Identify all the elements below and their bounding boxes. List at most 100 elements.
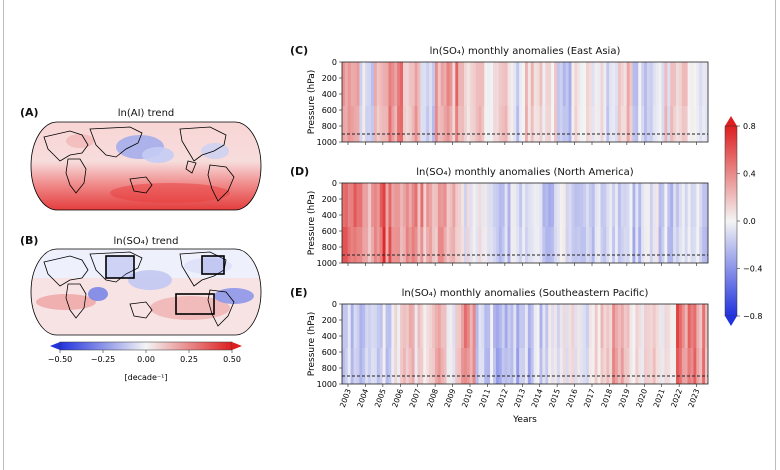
- heatmap-column: [498, 304, 503, 384]
- heatmap-cell: [461, 106, 465, 142]
- heatmap-column: [705, 304, 709, 384]
- heatmap-cell: [600, 106, 604, 142]
- heatmap-column: [350, 304, 355, 384]
- heatmap-cell: [670, 348, 674, 384]
- heatmap-cell: [594, 348, 599, 384]
- heatmap-column: [420, 62, 424, 142]
- heatmap-column: [353, 183, 357, 263]
- heatmap-column: [676, 304, 680, 384]
- heatmap-column: [490, 183, 494, 263]
- heatmap-column: [568, 304, 572, 384]
- heatmap-column: [626, 304, 630, 384]
- heatmap-column: [649, 304, 654, 384]
- heatmap-column: [635, 62, 639, 142]
- y-axis-label: Pressure (hPa): [307, 191, 317, 256]
- heatmap-column: [411, 62, 416, 142]
- heatmap-column: [670, 62, 674, 142]
- panel-c-title: ln(SO₄) monthly anomalies (East Asia): [429, 46, 621, 57]
- heatmap-column: [542, 62, 546, 142]
- heatmap-column: [414, 304, 418, 384]
- heatmap-column: [522, 183, 526, 263]
- heatmap-cell: [597, 348, 601, 384]
- heatmap-cell: [536, 227, 540, 263]
- heatmap-cell: [571, 348, 575, 384]
- heatmap-cell: [434, 106, 439, 142]
- heatmap-cell: [452, 227, 456, 263]
- heatmap-cell: [362, 227, 366, 263]
- heatmap-cell: [461, 348, 465, 384]
- heatmap-column: [519, 62, 523, 142]
- heatmap-column: [379, 304, 384, 384]
- heatmap-cell: [606, 106, 610, 142]
- heatmap-cell: [548, 106, 552, 142]
- heatmap-cell: [620, 227, 625, 263]
- heatmap-column: [507, 62, 511, 142]
- heatmap-column: [644, 304, 648, 384]
- heatmap-column: [376, 62, 381, 142]
- heatmap-column: [702, 304, 706, 384]
- heatmap-column: [510, 304, 514, 384]
- heatmap-cell: [423, 106, 427, 142]
- heatmap-cell: [527, 227, 532, 263]
- heatmap-column: [344, 304, 349, 384]
- heatmap-cell: [400, 348, 404, 384]
- heatmap-column: [469, 62, 474, 142]
- heatmap-column: [397, 304, 401, 384]
- heatmap-cell: [655, 348, 660, 384]
- heatmap-column: [676, 183, 680, 263]
- heatmap-cell: [400, 227, 404, 263]
- heatmap-cell: [394, 348, 398, 384]
- heatmap-column: [681, 183, 686, 263]
- heatmap-cell: [440, 348, 445, 384]
- heatmap-cell: [655, 106, 660, 142]
- heatmap-cell: [539, 348, 543, 384]
- heatmap-column: [397, 183, 401, 263]
- heatmap-column: [559, 183, 564, 263]
- heatmap-column: [432, 183, 436, 263]
- heatmap-cell: [353, 227, 357, 263]
- heatmap-cell: [490, 106, 494, 142]
- heatmap-column: [623, 304, 628, 384]
- heatmap-column: [664, 304, 668, 384]
- heatmap-cell: [600, 348, 604, 384]
- heatmap-cell: [359, 106, 363, 142]
- heatmap-cell: [559, 227, 564, 263]
- y-tick-label: 0: [332, 58, 337, 67]
- panel-c-label: (C): [290, 44, 309, 57]
- heatmap-cell: [359, 348, 363, 384]
- heatmap-cell: [652, 227, 657, 263]
- heatmap-cell: [342, 227, 346, 263]
- anomaly-colorbar-tick-label: −0.8: [743, 312, 762, 321]
- heatmap-column: [408, 183, 413, 263]
- heatmap-column: [649, 183, 654, 263]
- heatmap-cell: [385, 348, 389, 384]
- heatmap-cell: [583, 348, 587, 384]
- heatmap-column: [452, 62, 456, 142]
- heatmap-column: [588, 183, 593, 263]
- heatmap-cell: [455, 106, 459, 142]
- heatmap-cell: [356, 348, 360, 384]
- heatmap-cell: [484, 348, 488, 384]
- heatmap-cell: [464, 348, 468, 384]
- heatmap-cell: [420, 106, 424, 142]
- heatmap-column: [609, 183, 613, 263]
- heatmap-cell: [498, 348, 503, 384]
- heatmap-column: [594, 62, 599, 142]
- heatmap-column: [423, 304, 427, 384]
- heatmap-cell: [414, 227, 418, 263]
- heatmap-cell: [481, 227, 485, 263]
- heatmap-cell: [516, 348, 520, 384]
- heatmap-cell: [647, 106, 651, 142]
- heatmap-cell: [588, 227, 593, 263]
- anomaly-colorbar-tick-label: 0.8: [743, 122, 756, 131]
- heatmap-column: [632, 62, 636, 142]
- heatmap-cell: [693, 348, 697, 384]
- heatmap-column: [641, 183, 645, 263]
- heatmap-cell: [368, 106, 372, 142]
- heatmap-cell: [519, 227, 523, 263]
- heatmap-column: [388, 183, 392, 263]
- heatmap-cell: [696, 348, 700, 384]
- heatmap-cell: [565, 106, 569, 142]
- heatmap-column: [403, 62, 407, 142]
- map-colorbar-tick-label: 0.50: [223, 355, 241, 364]
